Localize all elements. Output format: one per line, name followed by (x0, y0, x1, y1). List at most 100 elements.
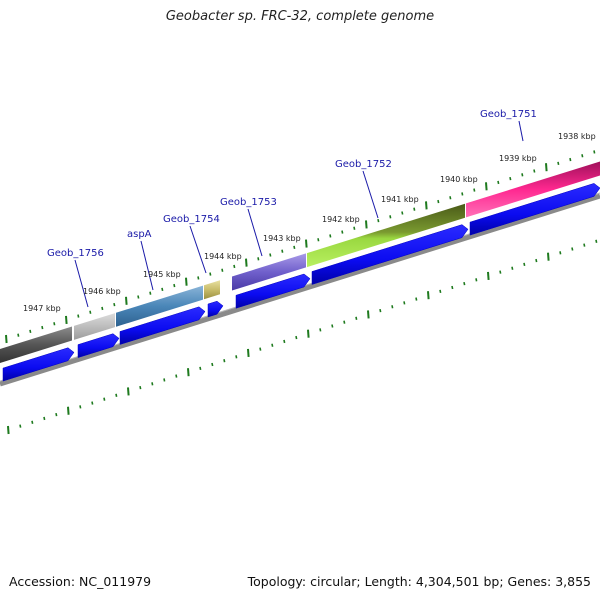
topology-text: Topology: circular; Length: 4,304,501 bp… (247, 574, 591, 589)
ruler-major-tick (545, 163, 548, 172)
inner-minor-tick (55, 412, 58, 417)
inner-major-tick (127, 387, 130, 396)
gene-blocks (0, 161, 600, 363)
ruler-minor-tick (173, 283, 176, 288)
inner-minor-tick (259, 347, 262, 351)
inner-minor-tick (211, 362, 214, 367)
ruler-minor-tick (293, 245, 296, 250)
inner-minor-tick (523, 262, 526, 267)
cds-arrow (469, 183, 600, 236)
ruler-minor-tick (413, 207, 416, 211)
ruler-minor-tick (401, 211, 404, 215)
inner-minor-tick (451, 285, 454, 290)
ruler-label: 1946 kbp (83, 287, 121, 296)
ruler-minor-tick (497, 180, 500, 185)
ruler-label: 1942 kbp (322, 215, 360, 224)
gene-block (307, 203, 465, 268)
gene-label-geob-1753[interactable]: Geob_1753 (220, 197, 277, 208)
inner-minor-tick (139, 385, 142, 390)
leader-line (518, 120, 524, 142)
ruler-major-tick (245, 258, 248, 267)
leader-line (362, 170, 379, 219)
cds-arrow (207, 300, 224, 318)
inner-minor-tick (475, 278, 478, 282)
inner-major-tick (67, 406, 70, 415)
inner-ticks (7, 239, 598, 435)
ruler-label: 1944 kbp (204, 252, 242, 261)
inner-minor-tick (355, 316, 358, 320)
ruler-minor-tick (449, 196, 452, 200)
inner-major-tick (427, 291, 430, 300)
inner-minor-tick (175, 374, 178, 378)
inner-minor-tick (463, 281, 466, 286)
inner-minor-tick (295, 335, 298, 340)
ruler-minor-tick (581, 154, 584, 158)
ruler-minor-tick (557, 161, 560, 166)
ruler-minor-tick (341, 230, 344, 234)
gene-block (232, 253, 306, 291)
inner-minor-tick (343, 320, 346, 324)
ruler-major-tick (65, 315, 68, 324)
ruler-major-tick (485, 182, 488, 191)
ruler-minor-tick (221, 268, 224, 272)
ruler-minor-tick (461, 192, 464, 196)
inner-major-tick (187, 368, 190, 377)
ruler-minor-tick (17, 333, 20, 337)
ruler-label: 1940 kbp (440, 175, 478, 184)
gene-label-geob-1752[interactable]: Geob_1752 (335, 159, 392, 170)
inner-major-tick (307, 329, 310, 338)
ruler-minor-tick (317, 238, 320, 242)
ruler-minor-tick (113, 302, 116, 307)
ruler-minor-tick (521, 173, 524, 177)
ruler-label: 1945 kbp (143, 270, 181, 279)
ruler-minor-tick (257, 257, 260, 261)
inner-major-tick (487, 271, 490, 281)
gene-block (466, 161, 600, 218)
inner-minor-tick (559, 251, 562, 255)
accession-text: Accession: NC_011979 (9, 574, 152, 589)
ruler-minor-tick (149, 291, 152, 295)
ruler-minor-tick (77, 314, 80, 318)
inner-minor-tick (499, 270, 502, 274)
ruler-major-tick (185, 277, 188, 286)
inner-minor-tick (595, 239, 598, 243)
ruler-minor-tick (377, 218, 380, 223)
inner-minor-tick (43, 416, 46, 421)
kbp-labels: 1947 kbp 1946 kbp 1945 kbp 1944 kbp 1943… (23, 132, 596, 313)
leader-line (247, 208, 263, 257)
gene-label-geob-1756[interactable]: Geob_1756 (47, 248, 104, 259)
ruler-minor-tick (509, 176, 512, 181)
inner-minor-tick (103, 397, 106, 401)
inner-minor-tick (283, 339, 286, 344)
gene-block (74, 313, 115, 340)
inner-minor-tick (583, 243, 586, 247)
gene-label-aspa[interactable]: aspA (127, 229, 152, 240)
cds-arrow (235, 273, 311, 309)
gene-label-geob-1751[interactable]: Geob_1751 (480, 109, 537, 120)
ruler-label: 1943 kbp (263, 234, 301, 243)
ruler-minor-tick (437, 199, 440, 204)
ruler-minor-tick (389, 215, 392, 219)
inner-minor-tick (415, 297, 418, 301)
inner-major-tick (367, 310, 370, 319)
inner-major-tick (547, 252, 550, 261)
cds-arrows (2, 183, 600, 382)
inner-minor-tick (19, 424, 22, 428)
ruler-label: 1939 kbp (499, 154, 537, 163)
label-leaders (74, 120, 524, 308)
inner-minor-tick (391, 305, 394, 309)
inner-major-tick (247, 348, 250, 358)
inner-minor-tick (439, 289, 442, 294)
inner-minor-tick (151, 382, 154, 386)
gene-label-geob-1754[interactable]: Geob_1754 (163, 214, 220, 225)
cds-arrow (2, 347, 75, 382)
ruler-minor-tick (593, 150, 596, 154)
inner-minor-tick (379, 308, 382, 313)
inner-minor-tick (91, 401, 94, 405)
inner-minor-tick (403, 301, 406, 305)
inner-minor-tick (271, 343, 274, 347)
backbone-line (0, 193, 600, 387)
ruler-ticks (5, 150, 596, 344)
inner-minor-tick (235, 355, 238, 359)
inner-minor-tick (223, 359, 226, 363)
